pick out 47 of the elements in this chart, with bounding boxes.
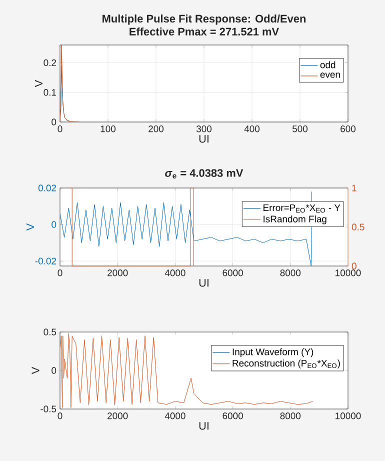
x-tick-label: 100	[100, 126, 116, 132]
y-tick-label: 0.2	[44, 59, 56, 66]
x-tick-label: 600	[340, 126, 356, 132]
y-tick-label: 0	[52, 221, 56, 228]
x-tick-label: 6000	[222, 270, 243, 276]
x-tick-label: 0	[58, 126, 62, 132]
y-tick-label: 0.02	[38, 184, 56, 192]
x-tick-label: 500	[292, 126, 308, 132]
y-tick-label: 0.5	[44, 328, 56, 336]
line-series	[60, 44, 80, 122]
y-tick-label: 0	[52, 118, 56, 126]
legend-label: Input Waveform (Y)	[232, 348, 314, 358]
legend-label: odd	[320, 61, 336, 68]
y-axis-title: V	[26, 223, 34, 231]
x-tick-label: 4000	[164, 270, 186, 276]
x-tick-label: 300	[196, 126, 212, 132]
x-tick-label: 0	[58, 270, 62, 276]
chart-title: Multiple Pulse Fit Response: Odd/Even	[102, 14, 306, 25]
x-tick-label: 400	[244, 126, 260, 132]
y-tick-label: 0	[52, 367, 56, 374]
legend-label: even	[320, 72, 340, 78]
y-tick-label: 0.1	[44, 89, 56, 96]
y-tick-label: -0.5	[40, 406, 56, 412]
chart-subtitle: Effective Pmax = 271.521 mV	[130, 27, 279, 36]
x-tick-label: 2000	[108, 412, 128, 420]
x-tick-label: 8000	[280, 412, 301, 420]
x-tick-label: 10000	[336, 270, 361, 276]
legend-label: Reconstruction (P$_{EO}$*X$_{EO}$)	[232, 360, 340, 368]
x-tick-label: 2000	[108, 270, 128, 276]
y2-tick-label: 1	[352, 184, 356, 192]
x-tick-label: 4000	[164, 412, 186, 420]
legend-label: Error=P$_{EO}$*X$_{EO}$ - Y	[264, 204, 340, 213]
x-tick-label: 10000	[336, 412, 361, 420]
y2-tick-label: 0	[352, 262, 356, 270]
x-tick-label: 8000	[280, 270, 301, 276]
x-axis-title: UI	[199, 422, 208, 430]
y-axis-title: V	[34, 80, 42, 88]
x-tick-label: 6000	[222, 412, 243, 420]
x-axis-title: UI	[199, 279, 208, 287]
legend-label: IsRandom Flag	[264, 215, 326, 224]
x-tick-label: 0	[58, 412, 62, 420]
x-axis-title: UI	[199, 135, 208, 143]
y-axis-title: V	[32, 366, 40, 374]
y-tick-label: -0.02	[35, 258, 56, 264]
x-tick-label: 200	[148, 126, 164, 132]
y2-tick-label: 0.5	[352, 224, 364, 230]
chart-title: σ$_{e}$ = 4.0383 mV	[165, 169, 244, 179]
